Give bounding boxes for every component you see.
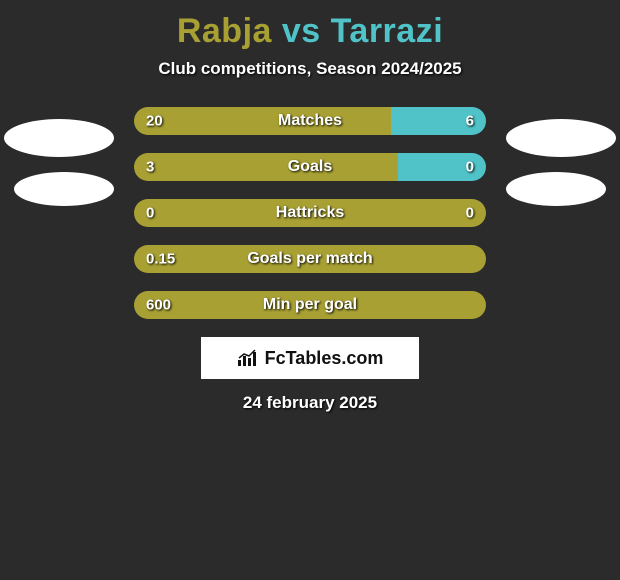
bar-value-left: 600 <box>146 297 171 314</box>
avatar-player2-top <box>506 119 616 157</box>
bar-value-left: 0.15 <box>146 251 175 268</box>
bar-value-left: 3 <box>146 159 154 176</box>
bar-label: Matches <box>278 112 342 130</box>
page-title: Rabja vs Tarrazi <box>0 0 620 51</box>
title-player2: Tarrazi <box>331 12 443 50</box>
avatar-player1-top <box>4 119 114 157</box>
bar-row: 0 0 Hattricks <box>134 199 486 227</box>
bar-value-right: 6 <box>466 113 474 130</box>
bar-label: Goals <box>288 158 332 176</box>
chart-icon <box>237 349 259 367</box>
bar-row: 0.15 Goals per match <box>134 245 486 273</box>
bar-value-right: 0 <box>466 159 474 176</box>
bar-left-fill <box>134 107 391 135</box>
logo-text: FcTables.com <box>265 348 384 369</box>
date-label: 24 february 2025 <box>0 393 620 413</box>
bar-value-right: 0 <box>466 205 474 222</box>
bar-label: Goals per match <box>247 250 372 268</box>
avatar-player1-bottom <box>14 172 114 206</box>
title-player1: Rabja <box>177 12 272 50</box>
bar-label: Hattricks <box>276 204 344 222</box>
subtitle: Club competitions, Season 2024/2025 <box>0 59 620 79</box>
title-vs: vs <box>282 12 321 50</box>
bar-label: Min per goal <box>263 296 357 314</box>
avatar-player2-bottom <box>506 172 606 206</box>
bar-row: 20 6 Matches <box>134 107 486 135</box>
bar-left-fill <box>134 153 398 181</box>
bar-row: 3 0 Goals <box>134 153 486 181</box>
bar-row: 600 Min per goal <box>134 291 486 319</box>
bar-value-left: 20 <box>146 113 163 130</box>
logo-box: FcTables.com <box>201 337 419 379</box>
bar-value-left: 0 <box>146 205 154 222</box>
